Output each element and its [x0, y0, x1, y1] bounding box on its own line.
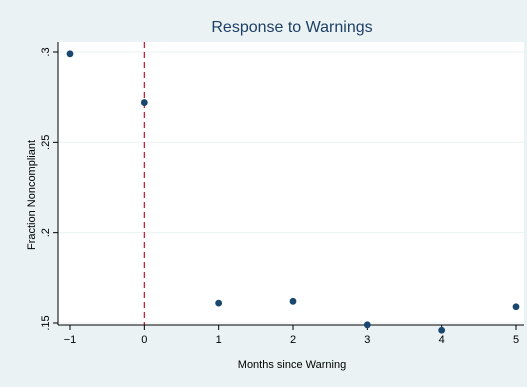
data-point [289, 297, 297, 305]
x-tick-label: 5 [513, 334, 519, 346]
data-point [140, 99, 148, 106]
data-point [363, 321, 371, 329]
x-tick-label: −1 [64, 334, 77, 346]
x-tick-label: 0 [141, 334, 147, 346]
y-tick-label: .2 [40, 228, 52, 237]
grid-lines [58, 51, 524, 324]
plot-area [58, 42, 524, 325]
y-tick-label: .15 [40, 315, 52, 330]
x-tick-label: 4 [439, 334, 445, 346]
data-point [215, 299, 223, 307]
data-points [66, 50, 520, 334]
x-tick-label: 3 [364, 334, 370, 346]
x-tick-label: 2 [290, 334, 296, 346]
x-axis-title: Months since Warning [238, 359, 346, 371]
y-axis-title: Fraction Noncompliant [26, 140, 38, 250]
data-point [66, 50, 74, 58]
y-tick-label: .25 [40, 135, 52, 150]
data-point [512, 303, 520, 311]
x-tick-label: 1 [216, 334, 222, 346]
y-tick-label: .3 [40, 47, 52, 56]
chart-title: Response to Warnings [211, 19, 372, 36]
data-point [438, 326, 446, 334]
axis-ticks: .15 .2 .25 .3 −1 0 1 2 3 4 5 [40, 47, 519, 346]
